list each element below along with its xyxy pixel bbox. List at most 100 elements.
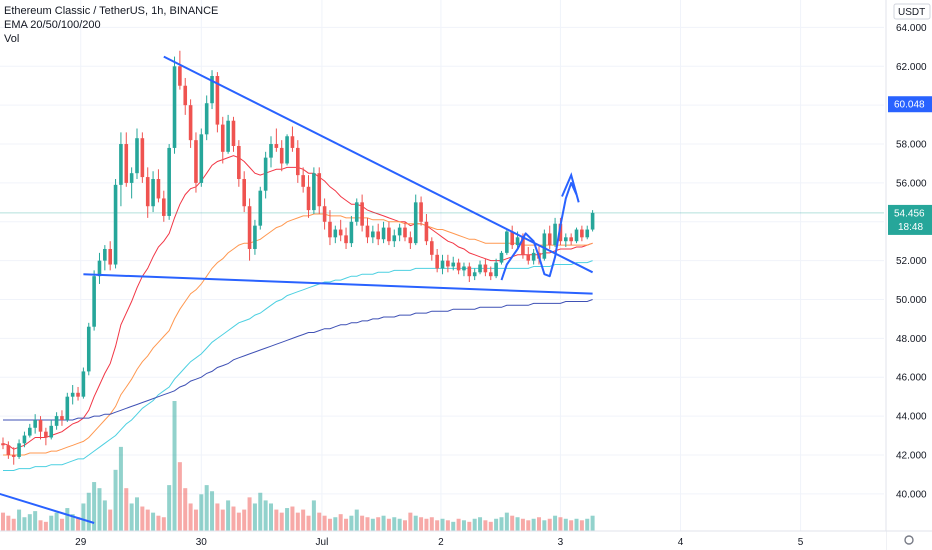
time-axis-background bbox=[0, 531, 886, 550]
candle-body bbox=[285, 136, 289, 164]
volume-bar bbox=[520, 518, 525, 531]
candle-body bbox=[488, 272, 493, 277]
volume-bar bbox=[392, 517, 397, 531]
time-axis-tick-label: 29 bbox=[75, 537, 87, 548]
currency-label: USDT bbox=[898, 7, 925, 18]
legend-ema[interactable]: EMA 20/50/100/200 bbox=[4, 19, 101, 31]
candle-body bbox=[140, 138, 145, 178]
candle-body bbox=[279, 147, 284, 164]
volume-bar bbox=[553, 515, 558, 531]
volume-bar bbox=[440, 518, 445, 531]
candle-body bbox=[333, 229, 338, 238]
candle-body bbox=[371, 231, 375, 238]
volume-bar bbox=[76, 517, 81, 531]
volume-bar bbox=[488, 521, 493, 531]
time-axis-tick-label: 3 bbox=[558, 537, 564, 548]
volume-bar bbox=[92, 482, 97, 531]
price-axis-tick-label: 64.000 bbox=[896, 23, 927, 34]
volume-bar bbox=[365, 517, 370, 531]
candle-body bbox=[494, 262, 498, 277]
candle-body bbox=[424, 221, 429, 242]
candle-body bbox=[301, 175, 305, 187]
candle-body bbox=[569, 237, 573, 242]
candle-body bbox=[296, 147, 300, 176]
volume-bar bbox=[408, 512, 413, 531]
currency-badge[interactable] bbox=[893, 3, 931, 20]
volume-bar bbox=[70, 514, 75, 531]
candle-body bbox=[585, 229, 590, 238]
candle-body bbox=[22, 435, 27, 444]
candle-body bbox=[242, 179, 246, 207]
volume-bar bbox=[403, 520, 407, 531]
freehand-projection-curve[interactable] bbox=[500, 181, 578, 281]
left-support-line[interactable] bbox=[0, 490, 95, 524]
upper-trendline[interactable] bbox=[163, 55, 594, 274]
candle-body bbox=[553, 223, 557, 246]
volume-bar bbox=[65, 508, 70, 531]
candle-body bbox=[526, 254, 531, 261]
volume-bar bbox=[472, 518, 477, 531]
time-axis-tick-label: 4 bbox=[678, 537, 684, 548]
marked-price-label: 60.048 bbox=[894, 100, 925, 111]
candle-body bbox=[54, 416, 59, 426]
volume-bar bbox=[579, 520, 584, 531]
volume-bar bbox=[494, 518, 499, 531]
legend-symbol[interactable]: Ethereum Classic / TetherUS, 1h, BINANCE bbox=[4, 5, 219, 17]
price-axis-tick-label: 40.000 bbox=[896, 489, 927, 500]
volume-bar bbox=[129, 503, 134, 531]
volume-bar bbox=[118, 446, 123, 531]
volume-bar bbox=[290, 506, 295, 531]
candle-body bbox=[65, 396, 70, 420]
candle-body bbox=[247, 206, 252, 249]
candle-body bbox=[542, 233, 547, 259]
volume-bar bbox=[54, 512, 59, 531]
volume-bar bbox=[231, 506, 236, 531]
candle-body bbox=[204, 103, 209, 135]
volume-bar bbox=[381, 515, 386, 531]
candle-body bbox=[215, 76, 220, 125]
candle-body bbox=[478, 264, 482, 273]
volume-bar bbox=[574, 518, 579, 531]
candle-body bbox=[33, 420, 37, 428]
freehand-arrow-head[interactable] bbox=[561, 172, 580, 203]
volume-bar bbox=[269, 503, 273, 531]
volume-bar bbox=[301, 509, 306, 531]
volume-bar bbox=[311, 500, 316, 531]
candle-body bbox=[446, 260, 450, 267]
candle-body bbox=[531, 252, 536, 261]
lower-trendline[interactable] bbox=[83, 273, 593, 295]
volume-bar bbox=[167, 485, 172, 531]
candle-body bbox=[413, 202, 418, 244]
time-axis-tick-label: 5 bbox=[798, 537, 804, 548]
countdown-label: 18:48 bbox=[898, 222, 923, 233]
candle-body bbox=[317, 173, 322, 207]
candle-body bbox=[199, 134, 204, 183]
volume-bar bbox=[295, 512, 300, 531]
price-axis-tick-label: 52.000 bbox=[896, 256, 927, 267]
candle-body bbox=[183, 85, 188, 106]
candle-body bbox=[76, 392, 80, 397]
time-axis-tick-label: 30 bbox=[196, 537, 208, 548]
candle-body bbox=[162, 198, 166, 216]
settings-gear-icon[interactable] bbox=[904, 535, 914, 545]
volume-bar bbox=[451, 521, 456, 531]
volume-bar bbox=[220, 509, 225, 531]
volume-bar bbox=[193, 509, 198, 531]
candle-body bbox=[467, 266, 472, 277]
candle-body bbox=[312, 173, 316, 211]
volume-bar bbox=[279, 512, 284, 531]
volume-bar bbox=[569, 520, 574, 531]
volume-bar bbox=[456, 518, 461, 531]
ema-line-ema50 bbox=[3, 213, 593, 456]
candle-body bbox=[113, 184, 118, 265]
time-axis-tick-label: Jul bbox=[316, 537, 329, 548]
volume-bar bbox=[413, 515, 418, 531]
volume-bar bbox=[317, 512, 322, 531]
volume-bar bbox=[43, 521, 48, 531]
candle-body bbox=[354, 202, 359, 222]
price-axis-tick-label: 50.000 bbox=[896, 295, 927, 306]
candle-body bbox=[387, 227, 391, 242]
legend-volume[interactable]: Vol bbox=[4, 33, 20, 45]
